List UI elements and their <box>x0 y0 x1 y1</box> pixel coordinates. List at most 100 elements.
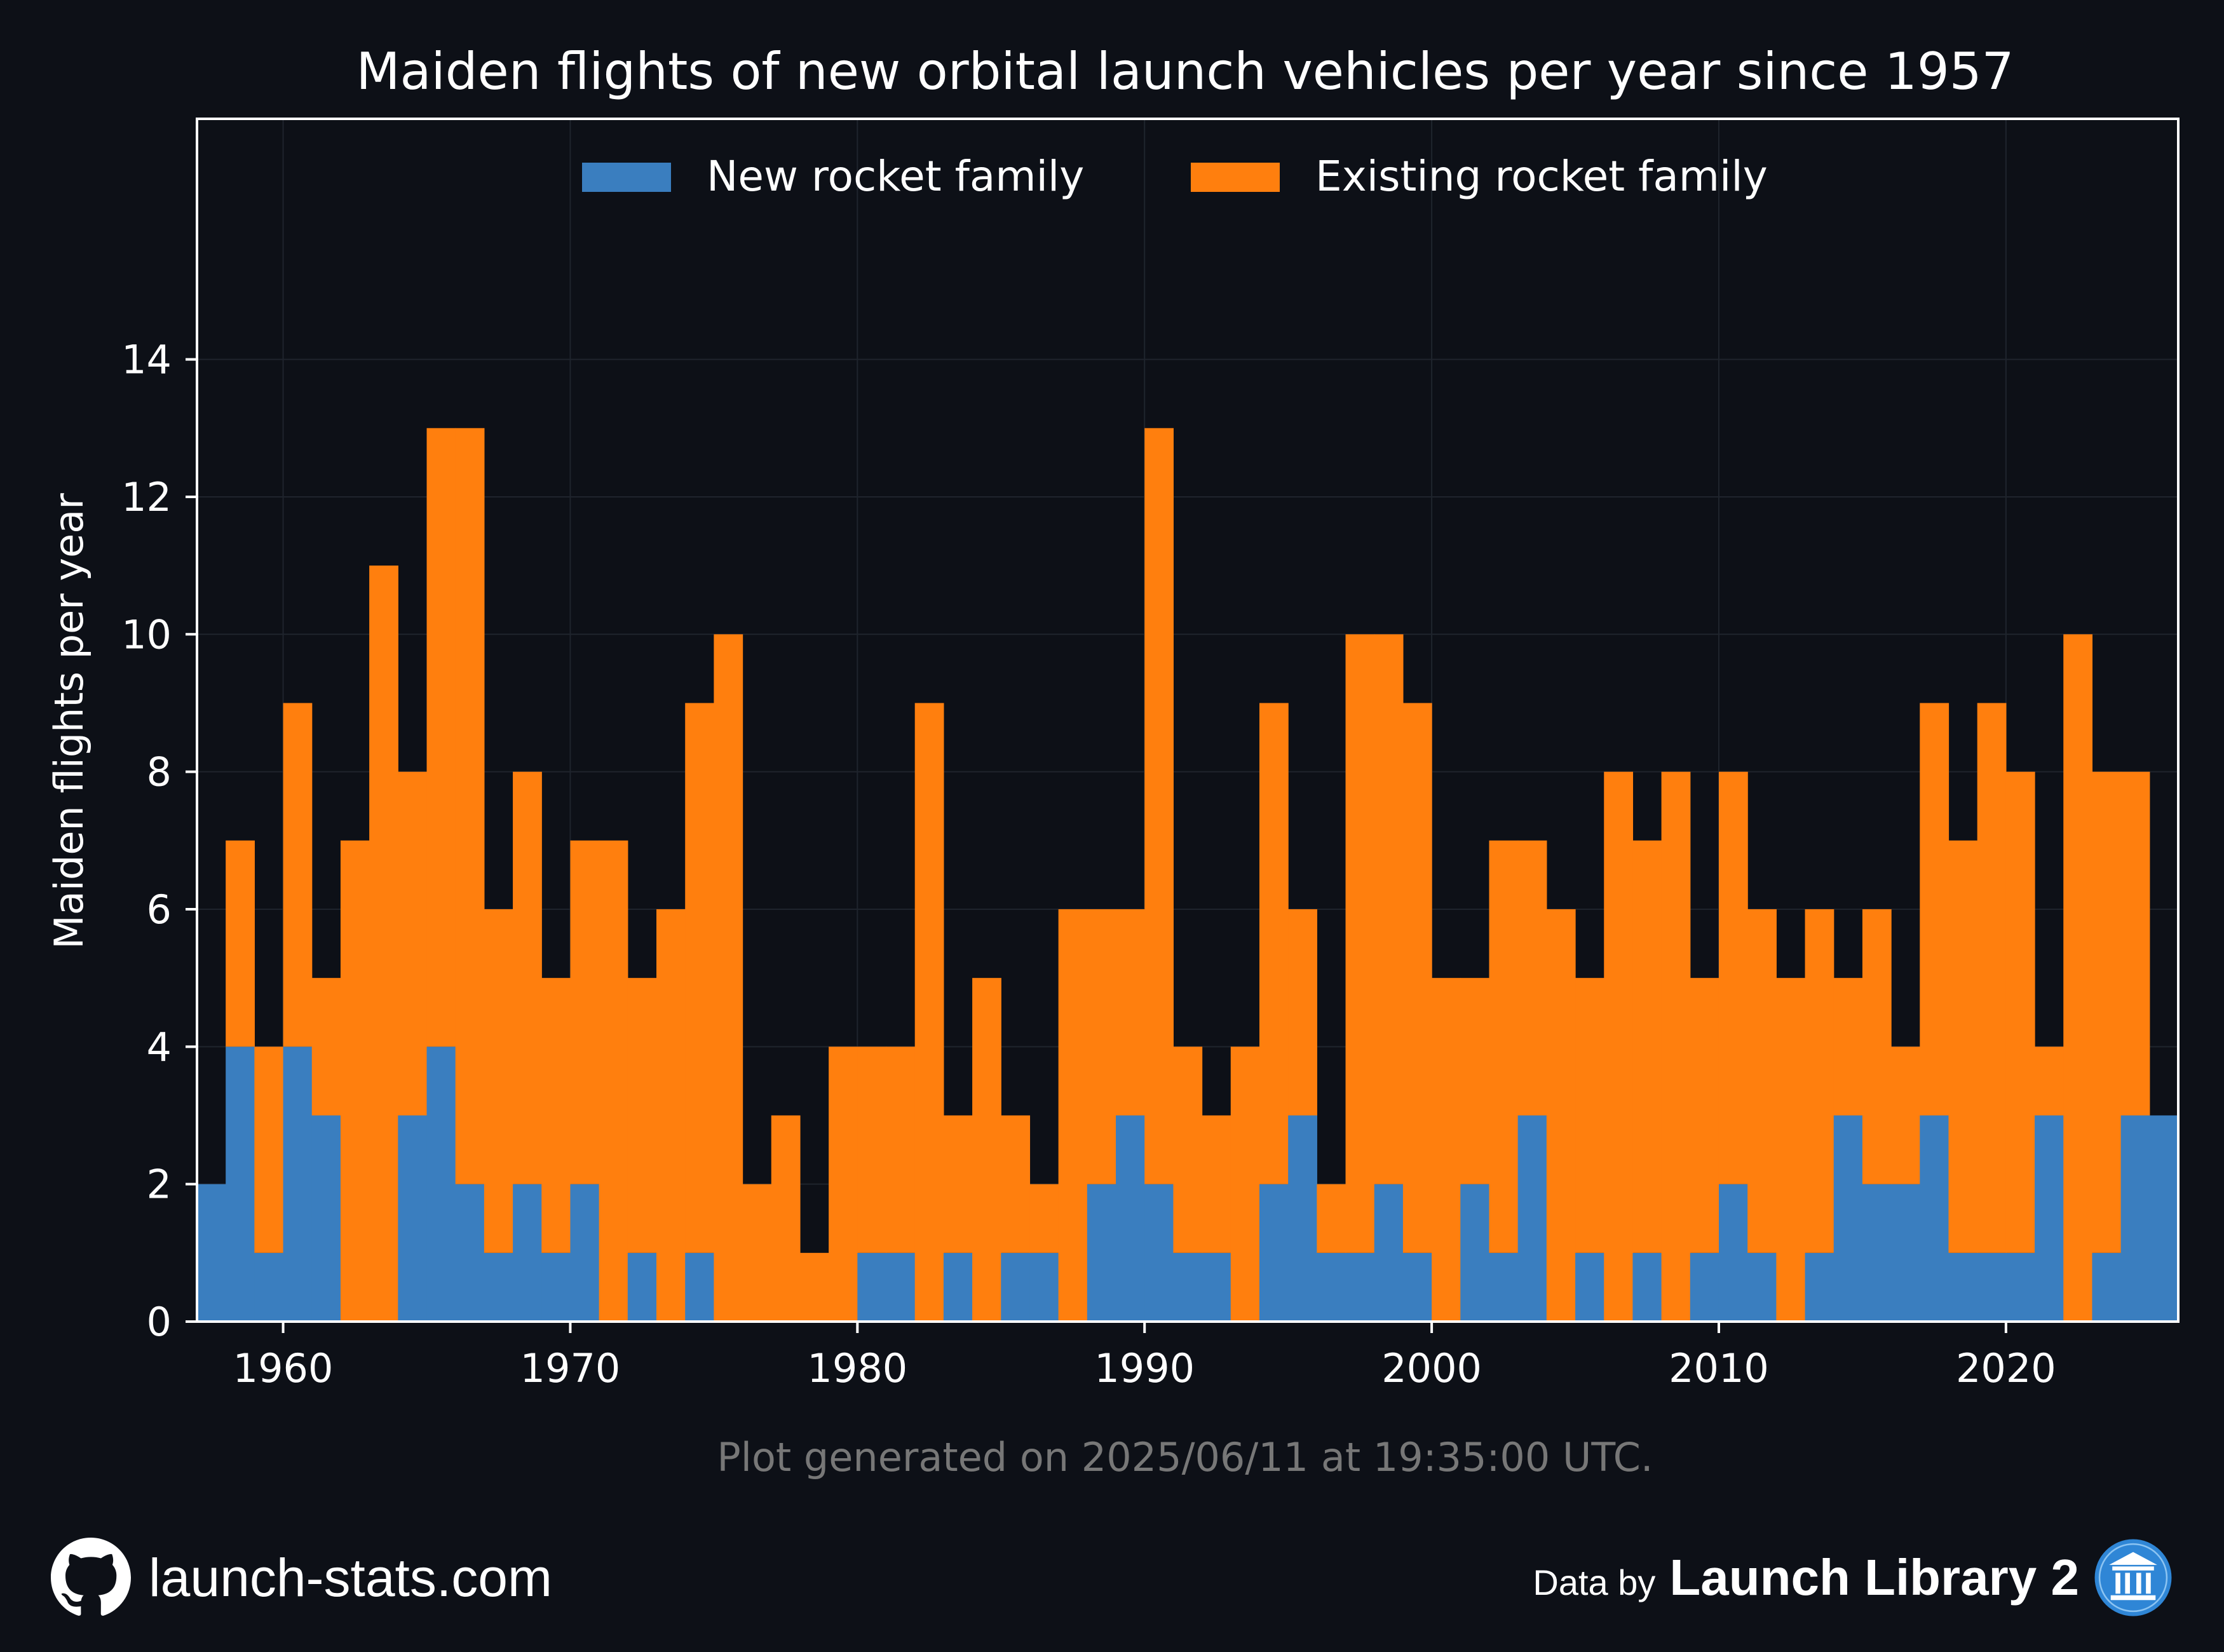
bar-existing-family <box>340 840 370 1322</box>
bar-existing-family <box>857 1046 887 1253</box>
bar-existing-family <box>1460 978 1490 1184</box>
bar-new-family <box>570 1184 600 1322</box>
data-by-brand: Launch Library 2 <box>1669 1549 2079 1606</box>
bar-new-family <box>2120 1115 2150 1322</box>
bar-new-family <box>1718 1184 1748 1322</box>
bar-existing-family <box>1604 771 1634 1322</box>
x-tick-label: 1980 <box>807 1345 907 1391</box>
legend-label: New rocket family <box>707 152 1084 201</box>
bar-existing-family <box>1317 1184 1346 1253</box>
y-tick-label: 14 <box>121 337 172 383</box>
bar-existing-family <box>1058 909 1088 1322</box>
bar-existing-family <box>484 909 513 1253</box>
bar-new-family <box>1288 1115 1317 1322</box>
y-tick-label: 0 <box>147 1299 172 1345</box>
bar-new-family <box>1402 1252 1432 1322</box>
bar-existing-family <box>685 703 714 1253</box>
bar-existing-family <box>1259 703 1289 1184</box>
bar-new-family <box>1116 1115 1145 1322</box>
y-tick-label: 12 <box>121 474 172 520</box>
bar-existing-family <box>742 1184 772 1322</box>
bar-new-family <box>886 1252 916 1322</box>
legend: New rocket family Existing rocket family <box>582 152 1768 201</box>
bar-new-family <box>2092 1252 2122 1322</box>
bar-existing-family <box>1374 634 1404 1184</box>
bar-existing-family <box>1546 909 1576 1322</box>
bar-new-family <box>1632 1252 1662 1322</box>
library-icon <box>2094 1539 2172 1616</box>
bar-new-family <box>541 1252 571 1322</box>
bar-new-family <box>1259 1184 1289 1322</box>
bar-existing-family <box>254 1046 284 1253</box>
bar-existing-family <box>1173 1046 1203 1253</box>
bar-existing-family <box>886 1046 916 1253</box>
legend-swatch <box>1191 163 1280 192</box>
bar-new-family <box>685 1252 714 1322</box>
bar-existing-family <box>1977 703 2007 1253</box>
bar-existing-family <box>1690 978 1719 1253</box>
y-axis: 0 2 4 6 8 10 12 14 <box>121 337 197 1345</box>
bar-existing-family <box>799 1252 829 1322</box>
bar-new-family <box>2035 1115 2064 1322</box>
bar-new-family <box>1317 1252 1346 1322</box>
bar-existing-family <box>972 978 1001 1322</box>
bar-new-family <box>1144 1184 1174 1322</box>
bar-new-family <box>1690 1252 1719 1322</box>
bar-existing-family <box>1230 1046 1260 1322</box>
legend-label: Existing rocket family <box>1315 152 1768 201</box>
bar-new-family <box>1202 1252 1231 1322</box>
bar-new-family <box>2005 1252 2035 1322</box>
bar-existing-family <box>455 428 485 1184</box>
bar-new-family <box>1977 1252 2007 1322</box>
bar-new-family <box>1001 1252 1031 1322</box>
bar-new-family <box>1087 1184 1116 1322</box>
bar-new-family <box>1489 1252 1519 1322</box>
bar-existing-family <box>283 703 313 1047</box>
bar-existing-family <box>1517 840 1547 1116</box>
bar-existing-family <box>1345 634 1375 1253</box>
bar-new-family <box>398 1115 428 1322</box>
x-tick-label: 1960 <box>233 1345 334 1391</box>
bar-existing-family <box>771 1115 801 1322</box>
bar-existing-family <box>2035 1046 2064 1116</box>
bar-new-family <box>1029 1252 1059 1322</box>
bar-existing-family <box>1776 978 1806 1322</box>
site-link[interactable]: launch-stats.com <box>149 1547 552 1608</box>
bar-new-family <box>1173 1252 1203 1322</box>
bar-existing-family <box>1288 909 1317 1116</box>
data-by-prefix: Data by <box>1533 1562 1656 1602</box>
bar-new-family <box>484 1252 513 1322</box>
bar-existing-family <box>2063 634 2093 1322</box>
bar-existing-family <box>513 771 542 1184</box>
bar-existing-family <box>1920 703 1949 1116</box>
bar-new-family <box>283 1046 313 1322</box>
x-axis: 1960 1970 1980 1990 2000 2010 2020 <box>233 1322 2056 1391</box>
bar-existing-family <box>1891 1046 1920 1184</box>
bar-existing-family <box>1661 771 1691 1322</box>
y-tick-label: 6 <box>147 886 172 933</box>
bar-new-family <box>1805 1252 1834 1322</box>
data-credit: Data by Launch Library 2 <box>1533 1536 2173 1619</box>
bar-existing-family <box>226 840 255 1047</box>
bar-existing-family <box>627 978 657 1253</box>
bar-new-family <box>1948 1252 1978 1322</box>
bar-existing-family <box>1402 703 1432 1253</box>
y-tick-label: 2 <box>147 1161 172 1208</box>
bar-new-family <box>254 1252 284 1322</box>
bar-existing-family <box>369 565 398 1322</box>
bars <box>197 428 2179 1322</box>
bar-existing-family <box>1144 428 1174 1184</box>
bar-new-family <box>857 1252 887 1322</box>
bar-existing-family <box>1432 978 1461 1322</box>
bar-new-family <box>627 1252 657 1322</box>
bar-new-family <box>1517 1115 1547 1322</box>
bar-new-family <box>1862 1184 1892 1322</box>
y-tick-label: 8 <box>147 749 172 796</box>
bar-existing-family <box>1116 909 1145 1116</box>
bar-new-family <box>943 1252 973 1322</box>
bar-new-family <box>1345 1252 1375 1322</box>
bar-new-family <box>455 1184 485 1322</box>
bar-new-family <box>1460 1184 1490 1322</box>
bar-existing-family <box>541 978 571 1253</box>
